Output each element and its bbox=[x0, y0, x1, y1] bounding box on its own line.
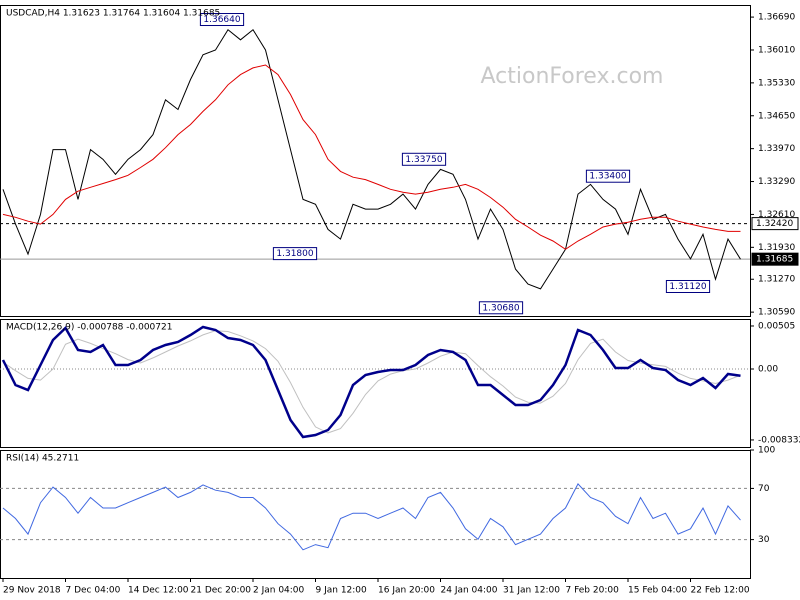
annotation-label: 1.31800 bbox=[276, 249, 313, 259]
y-tick-label: 1.33970 bbox=[758, 144, 795, 154]
series-line bbox=[2, 330, 741, 434]
x-tick-label: 21 Dec 20:00 bbox=[191, 586, 252, 596]
annotation-box bbox=[585, 169, 631, 183]
x-tick-label: 9 Jan 12:00 bbox=[316, 586, 368, 596]
y-tick-label: 1.35330 bbox=[758, 78, 795, 88]
y-tick-label: 0.00505 bbox=[758, 321, 795, 331]
y-tick-label: 30 bbox=[758, 535, 770, 545]
x-tick-label: 31 Jan 12:00 bbox=[503, 586, 560, 596]
annotation-box bbox=[478, 301, 524, 315]
annotation-box bbox=[272, 247, 318, 261]
panel-frame bbox=[0, 5, 751, 317]
y-tick-label: 1.30590 bbox=[758, 308, 795, 318]
series-line bbox=[2, 28, 741, 290]
y-tick-label: 1.33290 bbox=[758, 177, 795, 187]
panel-title: MACD(12,26,9) -0.000788 -0.000721 bbox=[6, 323, 172, 333]
y-tick-label: 1.34650 bbox=[758, 111, 795, 121]
panel-title: USDCAD,H4 1.31623 1.31764 1.31604 1.3168… bbox=[6, 9, 220, 19]
annotation-box bbox=[199, 13, 245, 27]
x-tick-label: 15 Feb 04:00 bbox=[628, 586, 687, 596]
y-tick-label: 1.31270 bbox=[758, 275, 795, 285]
x-tick-label: 24 Jan 04:00 bbox=[441, 586, 498, 596]
y-tick-label: 100 bbox=[758, 446, 775, 456]
y-tick-label: -0.008332 bbox=[758, 435, 800, 445]
annotation-box bbox=[401, 152, 447, 166]
x-tick-label: 14 Dec 12:00 bbox=[128, 586, 189, 596]
annotation-label: 1.31120 bbox=[669, 282, 706, 292]
series-line bbox=[1, 325, 741, 439]
panel-frame bbox=[0, 450, 751, 579]
series-line bbox=[2, 64, 741, 250]
x-tick-label: 2 Jan 04:00 bbox=[253, 586, 305, 596]
price-label: 1.31685 bbox=[756, 255, 793, 265]
watermark: ActionForex.com bbox=[481, 64, 664, 89]
x-tick-label: 29 Nov 2018 bbox=[3, 586, 61, 596]
panel-title: RSI(14) 45.2711 bbox=[6, 454, 79, 464]
y-tick-label: 1.31930 bbox=[758, 243, 795, 253]
x-tick-label: 16 Jan 20:00 bbox=[378, 586, 435, 596]
y-tick-label: 70 bbox=[758, 484, 770, 494]
y-tick-label: 0.00 bbox=[758, 364, 778, 374]
price-label: 1.32420 bbox=[756, 219, 793, 229]
annotation-label: 1.33750 bbox=[405, 155, 442, 165]
price-label-box bbox=[751, 217, 799, 231]
y-tick-label: 1.32610 bbox=[758, 210, 795, 220]
x-tick-label: 7 Dec 04:00 bbox=[66, 586, 121, 596]
y-tick-label: 1.36690 bbox=[758, 13, 795, 23]
series-line bbox=[2, 483, 741, 551]
annotation-label: 1.36640 bbox=[203, 15, 240, 25]
x-tick-label: 7 Feb 20:00 bbox=[566, 586, 620, 596]
x-tick-label: 22 Feb 12:00 bbox=[691, 586, 750, 596]
annotation-box bbox=[665, 279, 711, 293]
annotation-label: 1.33400 bbox=[589, 172, 626, 182]
y-tick-label: 1.36010 bbox=[758, 45, 795, 55]
annotation-label: 1.30680 bbox=[482, 303, 519, 313]
price-label-box bbox=[751, 252, 799, 266]
